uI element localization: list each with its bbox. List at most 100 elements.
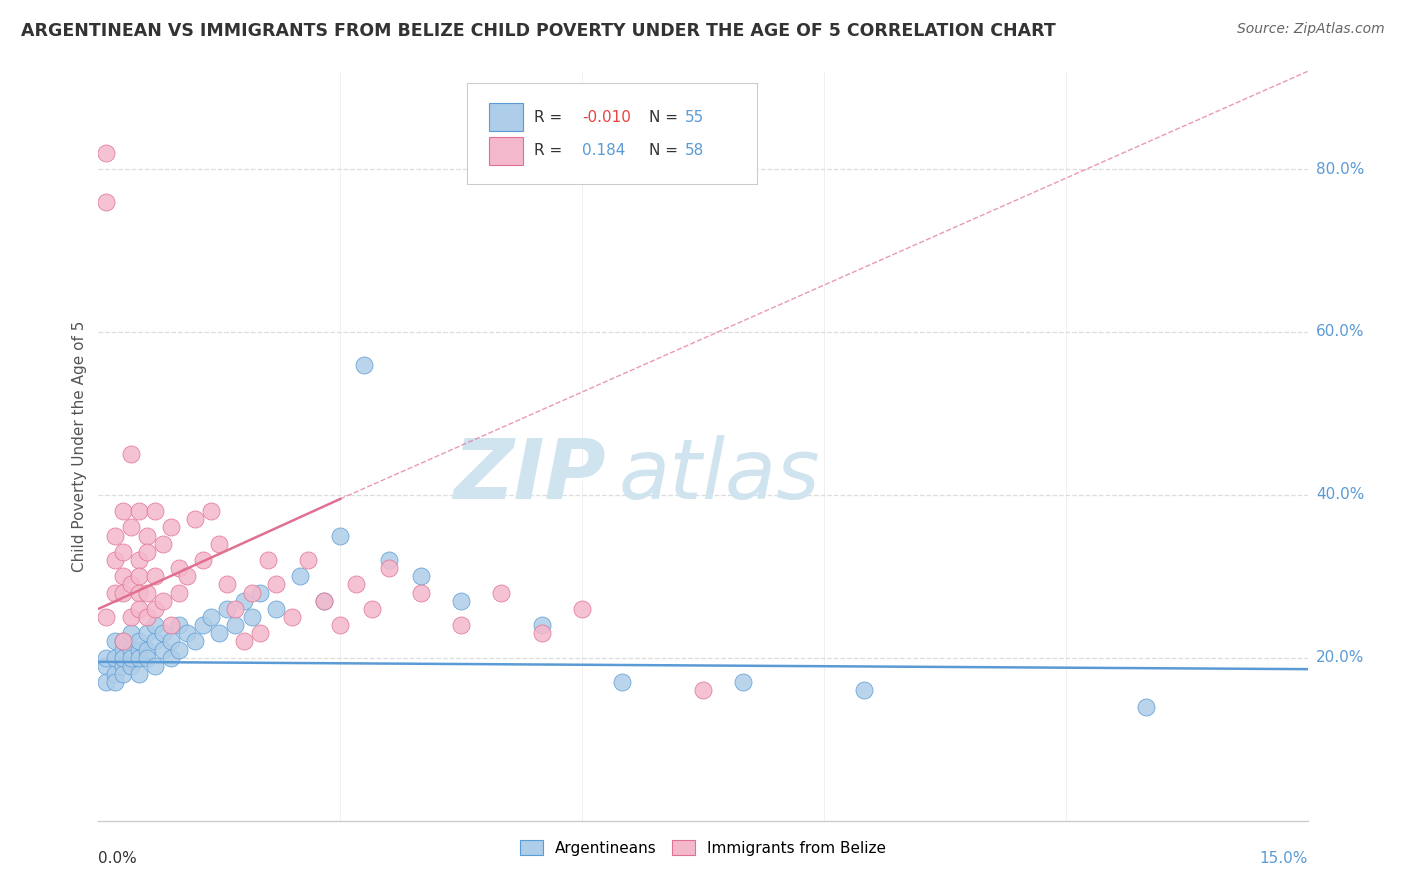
Legend: Argentineans, Immigrants from Belize: Argentineans, Immigrants from Belize: [513, 833, 893, 862]
Point: [208, 537, 231, 551]
Point: [135, 585, 157, 599]
Point: [128, 642, 150, 657]
Point: [450, 593, 472, 607]
Y-axis label: Child Poverty Under the Age of 5: Child Poverty Under the Age of 5: [72, 320, 87, 572]
Point: [111, 504, 134, 518]
Point: [193, 553, 215, 567]
Point: [152, 626, 174, 640]
Point: [111, 659, 134, 673]
Point: [314, 593, 336, 607]
Point: [96, 659, 118, 673]
Point: [111, 569, 134, 583]
Point: [167, 642, 190, 657]
Point: [377, 553, 399, 567]
Text: 0.0%: 0.0%: [98, 851, 138, 865]
Point: [111, 667, 134, 681]
Point: [232, 634, 254, 648]
Point: [571, 602, 593, 616]
Point: [217, 577, 239, 591]
Point: [143, 618, 166, 632]
Point: [249, 626, 271, 640]
Point: [135, 626, 157, 640]
Point: [111, 634, 134, 648]
Text: -0.010: -0.010: [582, 110, 631, 125]
Point: [853, 683, 876, 698]
Point: [103, 650, 125, 665]
Point: [128, 602, 150, 616]
Point: [249, 585, 271, 599]
Point: [128, 585, 150, 599]
Point: [224, 618, 246, 632]
Point: [128, 504, 150, 518]
Point: [167, 618, 190, 632]
Point: [176, 569, 198, 583]
Point: [409, 585, 432, 599]
Text: Source: ZipAtlas.com: Source: ZipAtlas.com: [1237, 22, 1385, 37]
Point: [120, 447, 142, 461]
Point: [160, 618, 183, 632]
Text: 0.184: 0.184: [582, 143, 626, 158]
Point: [96, 145, 118, 160]
Point: [96, 194, 118, 209]
Point: [256, 553, 278, 567]
Point: [208, 626, 231, 640]
Point: [733, 675, 755, 690]
Point: [135, 610, 157, 624]
Point: [103, 675, 125, 690]
Point: [120, 610, 142, 624]
Point: [128, 650, 150, 665]
Point: [96, 650, 118, 665]
Text: 40.0%: 40.0%: [1316, 487, 1364, 502]
Point: [96, 675, 118, 690]
Point: [281, 610, 304, 624]
Point: [264, 602, 287, 616]
Text: N =: N =: [648, 143, 678, 158]
Point: [111, 642, 134, 657]
Point: [143, 504, 166, 518]
Point: [103, 667, 125, 681]
Text: 20.0%: 20.0%: [1316, 650, 1364, 665]
Point: [135, 528, 157, 542]
Point: [103, 528, 125, 542]
Text: 58: 58: [685, 143, 704, 158]
Point: [128, 667, 150, 681]
Point: [120, 626, 142, 640]
Point: [120, 650, 142, 665]
Point: [143, 602, 166, 616]
Point: [240, 585, 263, 599]
Point: [120, 520, 142, 534]
Point: [612, 675, 634, 690]
Point: [128, 569, 150, 583]
Point: [217, 602, 239, 616]
Point: [96, 610, 118, 624]
Point: [160, 520, 183, 534]
Point: [329, 528, 352, 542]
Point: [160, 634, 183, 648]
Point: [344, 577, 367, 591]
Point: [111, 545, 134, 559]
Point: [143, 569, 166, 583]
Point: [120, 642, 142, 657]
Point: [491, 585, 513, 599]
Point: [143, 659, 166, 673]
Point: [111, 585, 134, 599]
Text: atlas: atlas: [619, 435, 820, 516]
Point: [224, 602, 246, 616]
Text: R =: R =: [534, 143, 562, 158]
Point: [167, 585, 190, 599]
Point: [264, 577, 287, 591]
Point: [530, 626, 553, 640]
Point: [103, 634, 125, 648]
Point: [353, 358, 375, 372]
Point: [200, 610, 222, 624]
Point: [152, 537, 174, 551]
Point: [111, 634, 134, 648]
Point: [450, 618, 472, 632]
Point: [111, 650, 134, 665]
Point: [409, 569, 432, 583]
Point: [329, 618, 352, 632]
Text: 60.0%: 60.0%: [1316, 325, 1364, 340]
Text: 80.0%: 80.0%: [1316, 161, 1364, 177]
FancyBboxPatch shape: [489, 103, 523, 131]
Point: [200, 504, 222, 518]
